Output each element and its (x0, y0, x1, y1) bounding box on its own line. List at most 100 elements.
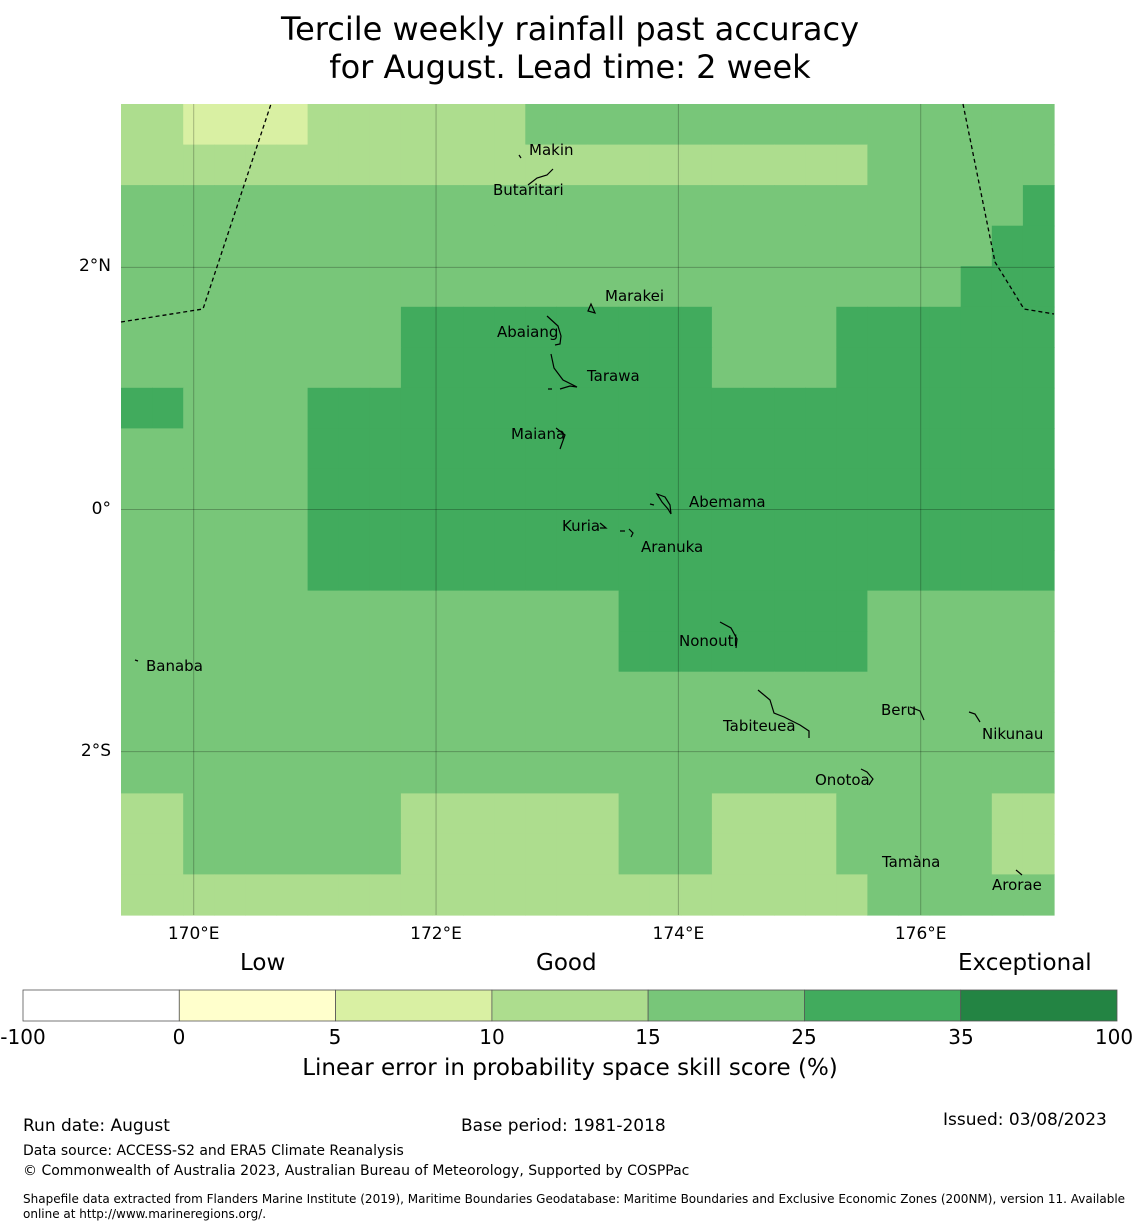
grid-cell (400, 550, 433, 592)
grid-cell (432, 387, 464, 429)
grid-cell (432, 752, 464, 794)
colorbar-swatch (960, 989, 1118, 1022)
grid-cell (432, 590, 464, 632)
grid-cell (152, 793, 184, 835)
grid-cell (991, 428, 1024, 470)
grid-cell (369, 712, 402, 754)
grid-cell (711, 631, 744, 673)
grid-cell (369, 104, 402, 146)
x-tick-label: 170°E (167, 924, 220, 944)
place-label-butaritari: Butaritari (493, 181, 564, 199)
grid-cell (805, 266, 837, 308)
grid-cell (183, 387, 215, 429)
grid-cell (1022, 833, 1055, 875)
grid-cell (618, 428, 651, 470)
grid-cell (587, 387, 620, 429)
grid-cell (711, 266, 744, 308)
grid-cell (183, 347, 215, 389)
grid-cell (494, 550, 526, 592)
grid-cell (898, 225, 931, 267)
grid-cell (432, 144, 464, 186)
eez-boundary-east (962, 103, 1055, 315)
grid-cell (276, 225, 309, 267)
grid-cell (432, 266, 464, 308)
grid-cell (867, 144, 900, 186)
grid-cell (369, 468, 402, 511)
grid-cell (774, 104, 806, 146)
grid-cell (432, 104, 464, 146)
island-aranuka (620, 528, 634, 538)
grid-cell (463, 874, 495, 916)
grid-cell (960, 266, 993, 308)
grid-cell (494, 631, 526, 673)
grid-cell (432, 874, 464, 916)
island-butaritari (527, 168, 554, 186)
grid-cell (680, 833, 713, 875)
grid-cell (276, 833, 309, 875)
grid-cell (991, 387, 1024, 429)
grid-cell (307, 631, 340, 673)
x-tick-label: 174°E (652, 924, 705, 944)
grid-cell (618, 752, 651, 794)
grid-cell (929, 712, 962, 754)
grid-cell (805, 428, 837, 470)
grid-cell (276, 468, 309, 511)
grid-cell (183, 752, 215, 794)
place-label-abemama: Abemama (689, 493, 766, 511)
grid-cell (867, 752, 900, 794)
grid-cell (152, 631, 184, 673)
grid-cell (183, 590, 215, 632)
grid-cell (711, 428, 744, 470)
grid-cell (929, 671, 962, 713)
grid-cell (307, 793, 340, 835)
grid-cell (680, 874, 713, 916)
grid-cell (1022, 306, 1055, 348)
grid-cell (245, 306, 278, 348)
grid-cell (774, 874, 806, 916)
grid-cell (836, 347, 868, 389)
grid-cell (711, 671, 744, 713)
grid-cell (618, 590, 651, 632)
grid-cell (400, 468, 433, 511)
grid-cell (152, 225, 184, 267)
grid-cell (121, 144, 153, 186)
grid-cell (867, 671, 900, 713)
grid-cell (400, 793, 433, 835)
grid-cell (152, 428, 184, 470)
category-exceptional: Exceptional (958, 950, 1092, 976)
grid-cell (183, 225, 215, 267)
grid-cell (680, 387, 713, 429)
grid-cell (463, 509, 495, 551)
grid-cell (649, 550, 682, 592)
grid-cell (432, 185, 464, 227)
grid-cell (183, 833, 215, 875)
grid-cell (121, 104, 153, 146)
grid-cell (121, 468, 153, 511)
grid-cell (214, 387, 246, 429)
grid-cell (463, 306, 495, 348)
grid-cell (649, 347, 682, 389)
grid-cell (1022, 793, 1055, 835)
grid-cell (898, 387, 931, 429)
place-label-nikunau: Nikunau (982, 725, 1044, 743)
grid-cell (680, 590, 713, 632)
grid-cell (960, 550, 993, 592)
grid-cell (680, 793, 713, 835)
grid-cell (494, 509, 526, 551)
grid-cell (338, 104, 371, 146)
place-label-tabiteuea: Tabiteuea (723, 717, 796, 735)
grid-cell (183, 104, 215, 146)
grid-cell (245, 266, 278, 308)
grid-cell (152, 306, 184, 348)
grid-cell (929, 550, 962, 592)
grid-cell (400, 428, 433, 470)
grid-cell (649, 509, 682, 551)
grid-cell (836, 428, 868, 470)
grid-cell (369, 185, 402, 227)
grid-cell (556, 387, 589, 429)
title-line-2: for August. Lead time: 2 week (329, 48, 811, 86)
grid-cell (867, 550, 900, 592)
grid-cell (680, 185, 713, 227)
grid-cell (525, 104, 557, 146)
grid-cell (276, 752, 309, 794)
